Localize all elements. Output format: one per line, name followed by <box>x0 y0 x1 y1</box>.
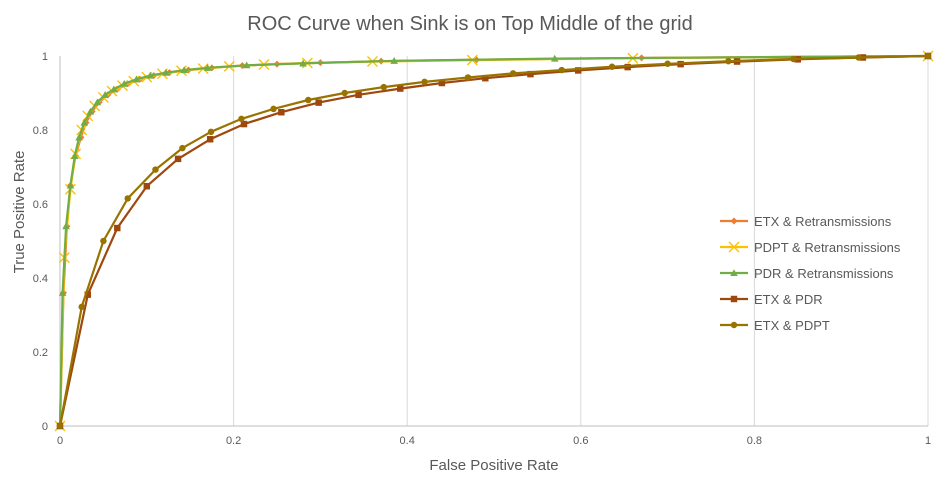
legend-label: ETX & PDR <box>754 292 823 307</box>
data-point <box>855 54 862 61</box>
data-point <box>93 98 102 106</box>
legend-label: ETX & PDPT <box>754 318 830 333</box>
y-tick-label: 0 <box>42 421 48 433</box>
data-point <box>242 61 251 69</box>
data-point <box>206 136 214 143</box>
data-point <box>421 78 428 86</box>
data-point <box>75 133 83 141</box>
legend-item: ETX & Retransmissions <box>720 214 892 229</box>
legend-item: ETX & PDR <box>720 292 823 307</box>
data-point <box>397 85 404 92</box>
data-point <box>790 55 797 63</box>
chart-title: ROC Curve when Sink is on Top Middle of … <box>247 13 692 35</box>
y-tick-labels: 0 0.2 0.4 0.6 0.8 1 <box>33 51 48 433</box>
data-point <box>664 60 671 67</box>
y-tick-label: 0.2 <box>33 347 48 359</box>
series-pdr-retransmissions <box>56 52 932 430</box>
data-point <box>438 79 446 87</box>
legend-marker <box>730 321 738 329</box>
legend-marker <box>730 295 738 303</box>
x-tick-label: 0.8 <box>747 435 762 447</box>
data-point <box>380 83 387 91</box>
data-point <box>86 107 95 115</box>
data-point <box>70 152 79 159</box>
data-point <box>120 79 129 87</box>
y-tick-label: 1 <box>42 51 48 63</box>
data-point <box>725 57 732 65</box>
legend-marker <box>730 217 738 225</box>
data-point <box>238 115 245 123</box>
data-point <box>270 105 277 113</box>
data-point <box>924 52 932 60</box>
data-point <box>608 63 616 70</box>
series-group <box>54 50 934 432</box>
legend: ETX & Retransmissions PDPT & Retransmissi… <box>720 214 901 333</box>
data-point <box>146 71 155 79</box>
data-point <box>114 224 121 232</box>
data-point <box>527 70 534 78</box>
data-point <box>203 64 212 71</box>
data-point <box>80 118 89 126</box>
x-tick-label: 0.4 <box>400 435 415 447</box>
axes <box>59 56 928 427</box>
data-point <box>509 70 517 77</box>
data-point <box>143 183 151 190</box>
data-point <box>110 85 118 93</box>
data-point <box>574 67 582 74</box>
series-line <box>58 54 929 427</box>
legend-item: PDPT & Retransmissions <box>720 240 901 255</box>
data-point <box>124 195 131 202</box>
data-point <box>174 155 182 163</box>
data-point <box>56 422 64 430</box>
data-point <box>558 66 565 74</box>
series-line <box>58 54 929 427</box>
data-point <box>66 181 75 189</box>
legend-label: ETX & Retransmissions <box>754 214 892 229</box>
legend-label: PDR & Retransmissions <box>754 266 894 281</box>
data-point <box>624 63 631 71</box>
x-tick-labels: 0 0.2 0.4 0.6 0.8 1 <box>57 435 931 447</box>
data-point <box>84 291 92 298</box>
data-point <box>78 303 85 311</box>
data-point <box>299 59 307 67</box>
y-tick-label: 0.8 <box>33 125 48 137</box>
data-point <box>162 68 170 76</box>
grid-lines <box>233 56 929 426</box>
x-axis-title: False Positive Rate <box>429 457 558 474</box>
y-tick-label: 0.4 <box>33 273 48 285</box>
x-tick-label: 0.6 <box>573 435 588 447</box>
data-point <box>180 66 188 74</box>
data-point <box>179 144 186 152</box>
legend-item: PDR & Retransmissions <box>720 266 894 281</box>
data-point <box>341 89 348 97</box>
series-etx-pdpt <box>56 52 932 430</box>
y-axis-title: True Positive Rate <box>11 151 28 274</box>
data-point <box>62 222 70 230</box>
x-tick-label: 0.2 <box>226 435 241 447</box>
data-point <box>482 74 489 82</box>
y-tick-label: 0.6 <box>33 199 48 211</box>
x-tick-label: 0 <box>57 435 63 447</box>
data-point <box>550 54 559 62</box>
legend-item: ETX & PDPT <box>720 318 830 333</box>
data-point <box>278 109 285 116</box>
data-point <box>355 91 362 99</box>
legend-marker <box>728 241 740 253</box>
data-point <box>305 96 312 104</box>
data-point <box>240 120 248 128</box>
data-point <box>132 75 141 83</box>
data-point <box>207 128 215 136</box>
data-point <box>315 99 322 106</box>
data-point <box>390 57 398 64</box>
data-point <box>100 237 107 245</box>
data-point <box>464 74 472 81</box>
data-point <box>101 91 109 98</box>
legend-label: PDPT & Retransmissions <box>754 240 901 255</box>
x-tick-label: 1 <box>925 435 931 447</box>
data-point <box>58 289 67 296</box>
legend-marker <box>730 269 738 277</box>
data-point <box>152 166 159 173</box>
